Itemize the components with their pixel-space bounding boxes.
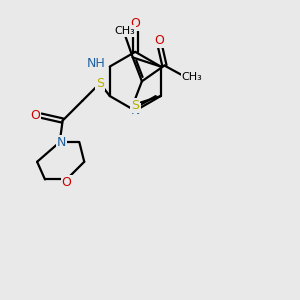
Text: CH₃: CH₃ — [115, 26, 135, 36]
Text: N: N — [57, 136, 66, 148]
Text: S: S — [131, 99, 139, 112]
Text: CH₃: CH₃ — [182, 72, 202, 82]
Text: O: O — [130, 17, 140, 30]
Text: O: O — [154, 34, 164, 46]
Text: S: S — [96, 77, 104, 90]
Text: NH: NH — [87, 57, 106, 70]
Text: N: N — [130, 104, 140, 117]
Text: O: O — [30, 109, 40, 122]
Text: O: O — [61, 176, 71, 189]
